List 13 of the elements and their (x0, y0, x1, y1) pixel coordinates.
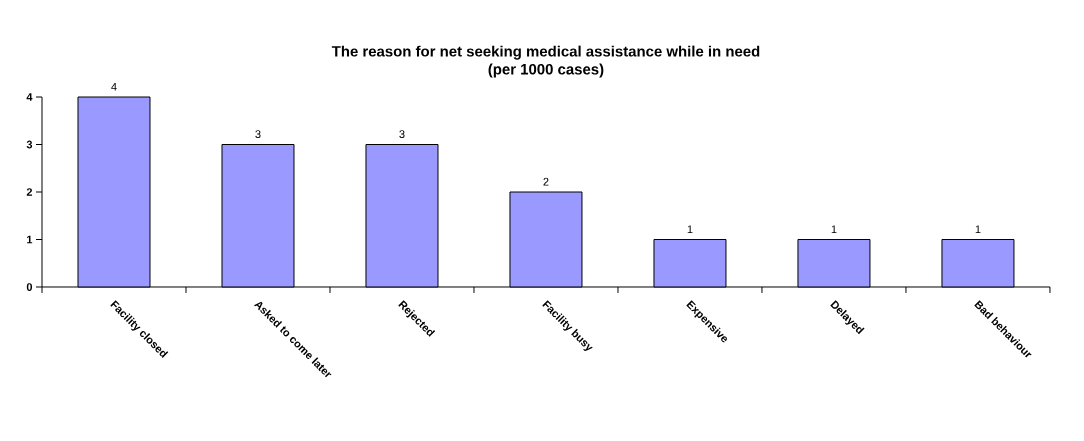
data-label: 1 (975, 225, 981, 233)
chart-title: The reason for net seeking medical assistance while in need (per 1000 cases) (331, 45, 760, 78)
data-label: 1 (831, 225, 837, 233)
y-tick-label: 0 (26, 283, 33, 291)
data-label: 3 (399, 130, 405, 138)
data-label: 3 (255, 130, 261, 138)
y-tick-label: 3 (26, 140, 33, 149)
data-label: 1 (687, 225, 693, 233)
y-tick-label: 2 (26, 188, 33, 196)
y-tick-label: 1 (27, 235, 33, 244)
data-label: 4 (111, 82, 117, 91)
data-label: 2 (543, 177, 549, 186)
y-tick-label: 4 (26, 93, 33, 101)
